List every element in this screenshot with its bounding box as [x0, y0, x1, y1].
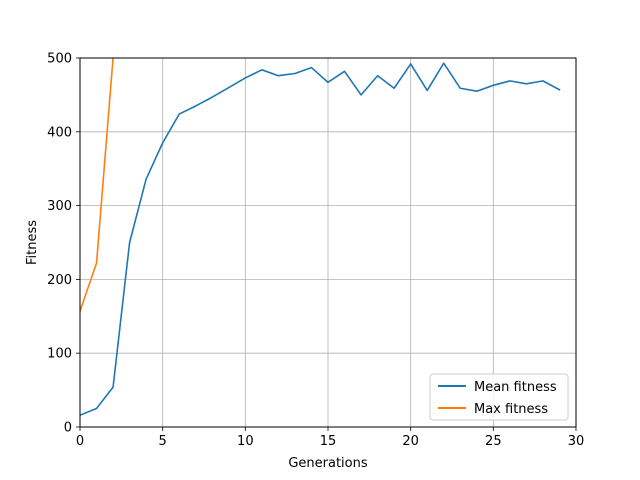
y-tick-label: 200 [47, 273, 72, 288]
legend-label-mean-fitness: Mean fitness [474, 380, 557, 395]
legend: Mean fitness Max fitness [429, 373, 569, 421]
legend-label-max-fitness: Max fitness [474, 402, 548, 417]
x-tick-label: 20 [402, 434, 419, 449]
y-tick-label: 0 [64, 421, 72, 436]
x-tick-label: 5 [159, 434, 167, 449]
x-tick-label: 30 [568, 434, 585, 449]
x-tick-label: 10 [237, 434, 254, 449]
x-axis-label: Generations [288, 456, 368, 471]
series-group [80, 58, 561, 417]
y-tick-label: 400 [47, 125, 72, 140]
series-line-max-fitness [80, 58, 114, 313]
x-tick-label: 15 [320, 434, 337, 449]
series-line-mean-fitness [80, 62, 561, 417]
x-tick-label: 25 [485, 434, 502, 449]
y-tick-label: 300 [47, 199, 72, 214]
y-tick-label: 500 [47, 52, 72, 67]
y-axis-label: Fitness [25, 220, 40, 265]
x-tick-label: 0 [76, 434, 84, 449]
y-tick-label: 100 [47, 347, 72, 362]
